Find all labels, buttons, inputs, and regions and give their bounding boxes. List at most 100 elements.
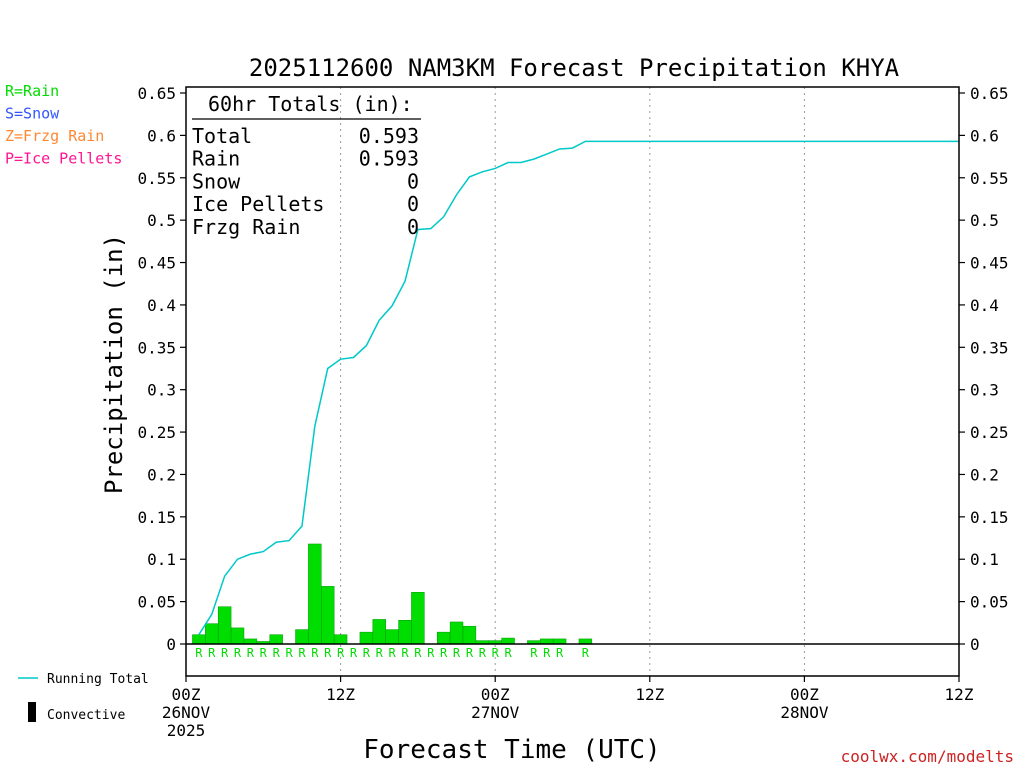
precip-bar (540, 638, 554, 645)
ptype-label: R (195, 646, 203, 660)
ptype-label: R (298, 646, 306, 660)
y-tick-label-left: 0.15 (137, 508, 176, 527)
precip-bar (359, 631, 374, 645)
y-tick-label-left: 0 (166, 635, 176, 654)
y-tick-label-right: 0.2 (970, 465, 999, 484)
y-tick-label-right: 0.25 (970, 423, 1009, 442)
precip-bar (385, 629, 399, 645)
y-tick-label-right: 0.65 (970, 84, 1009, 103)
x-tick-label: 12Z (635, 685, 664, 704)
x-tick-label: 28NOV (780, 703, 829, 722)
ptype-label: R (350, 646, 358, 660)
totals-row-label: Ice Pellets (192, 192, 324, 216)
precip-bar (205, 623, 219, 645)
y-tick-label-right: 0.05 (970, 593, 1009, 612)
y-tick-label-right: 0.45 (970, 254, 1009, 273)
x-tick-label: 00Z (790, 685, 819, 704)
ptype-label: R (273, 646, 281, 660)
ptype-label: R (504, 646, 512, 660)
totals-row-label: Frzg Rain (192, 215, 300, 239)
bottom-legend: Running Total Convective (18, 672, 149, 723)
y-tick-label-left: 0.25 (137, 423, 176, 442)
y-tick-label-right: 0.5 (970, 211, 999, 230)
totals-row-value: 0 (407, 215, 419, 239)
precip-bar (308, 543, 322, 645)
totals-row-value: 0.593 (359, 124, 419, 148)
ptype-label: R (311, 646, 319, 660)
footer-credit: coolwx.com/modelts (841, 747, 1014, 766)
totals-row-label: Snow (192, 169, 241, 193)
ptype-legend: R=Rain S=Snow Z=Frzg Rain P=Ice Pellets (5, 82, 122, 168)
y-tick-label-right: 0.15 (970, 508, 1009, 527)
precip-bar (372, 619, 386, 645)
running-total-legend-label: Running Total (47, 672, 149, 687)
ptype-label: R (582, 646, 590, 660)
ptype-label: R (543, 646, 551, 660)
precip-bar (243, 638, 258, 645)
precip-bar (462, 625, 477, 645)
ptype-label: R (247, 646, 255, 660)
y-tick-label-left: 0.4 (147, 296, 176, 315)
bars-group (192, 543, 593, 645)
totals-row-label: Total (192, 124, 252, 148)
ptype-label: R (221, 646, 229, 660)
totals-header: 60hr Totals (in): (208, 92, 413, 116)
y-tick-label-left: 0.55 (137, 169, 176, 188)
precip-bar (230, 627, 245, 645)
totals-rows: Total 0.593 Rain 0.593 Snow 0 Ice Pellets 0 Frzg… (192, 124, 419, 239)
y-tick-label-left: 0.45 (137, 254, 176, 273)
y-tick-label-left: 0.65 (137, 84, 176, 103)
y-tick-label-right: 0 (970, 635, 980, 654)
convective-legend-label: Convective (47, 708, 125, 723)
ptype-label: R (530, 646, 538, 660)
y-tick-label-right: 0.4 (970, 296, 999, 315)
ptype-label: R (260, 646, 268, 660)
y-tick-label-left: 0.35 (137, 338, 176, 357)
ptype-label: R (234, 646, 242, 660)
totals-row-value: 0.593 (359, 147, 419, 171)
running-total-line (198, 140, 959, 636)
ptype-label: R (208, 646, 216, 660)
ptype-label: R (479, 646, 487, 660)
x-tick-label: 26NOV (162, 703, 211, 722)
y-tick-label-right: 0.6 (970, 126, 999, 145)
chart-title: 2025112600 NAM3KM Forecast Precipitation… (249, 54, 900, 82)
precip-bar (501, 637, 515, 645)
precip-bar (321, 586, 335, 645)
ptype-label: R (427, 646, 435, 660)
convective-legend-swatch (28, 702, 36, 722)
totals-row-label: Rain (192, 147, 240, 171)
x-tick-label: 00Z (172, 685, 201, 704)
y-axis-label: Precipitation (in) (100, 234, 128, 494)
y-tick-label-right: 0.55 (970, 169, 1009, 188)
y-tick-label-left: 0.2 (147, 465, 176, 484)
ptype-label: R (556, 646, 564, 660)
precip-bar (192, 634, 206, 645)
ptype-label: R (401, 646, 409, 660)
totals-row-value: 0 (407, 192, 419, 216)
precip-bar (333, 634, 348, 645)
precip-bar (552, 638, 567, 645)
precip-bar (217, 606, 232, 645)
y-axis-left: 0 0.05 0.1 0.15 0.2 0.25 0.3 0.35 0.4 0.45 0.5 0.55… (137, 84, 186, 654)
totals-row-value: 0 (407, 169, 419, 193)
x-tick-label: 27NOV (471, 703, 520, 722)
y-tick-label-left: 0.3 (147, 381, 176, 400)
x-axis-label: Forecast Time (UTC) (363, 735, 660, 765)
ptype-label: R (453, 646, 461, 660)
x-tick-label: 2025 (167, 721, 206, 740)
ptype-legend-item: P=Ice Pellets (5, 150, 122, 168)
x-tick-label: 12Z (945, 685, 974, 704)
y-tick-label-right: 0.1 (970, 550, 999, 569)
ptype-legend-item: S=Snow (5, 105, 60, 123)
precip-bar (436, 631, 451, 645)
precip-bar (295, 629, 309, 645)
ptype-legend-item: Z=Frzg Rain (5, 127, 104, 145)
y-tick-label-left: 0.1 (147, 550, 176, 569)
ptype-label: R (363, 646, 371, 660)
ptype-label: R (466, 646, 474, 660)
y-tick-label-right: 0.35 (970, 338, 1009, 357)
x-tick-label: 12Z (326, 685, 355, 704)
